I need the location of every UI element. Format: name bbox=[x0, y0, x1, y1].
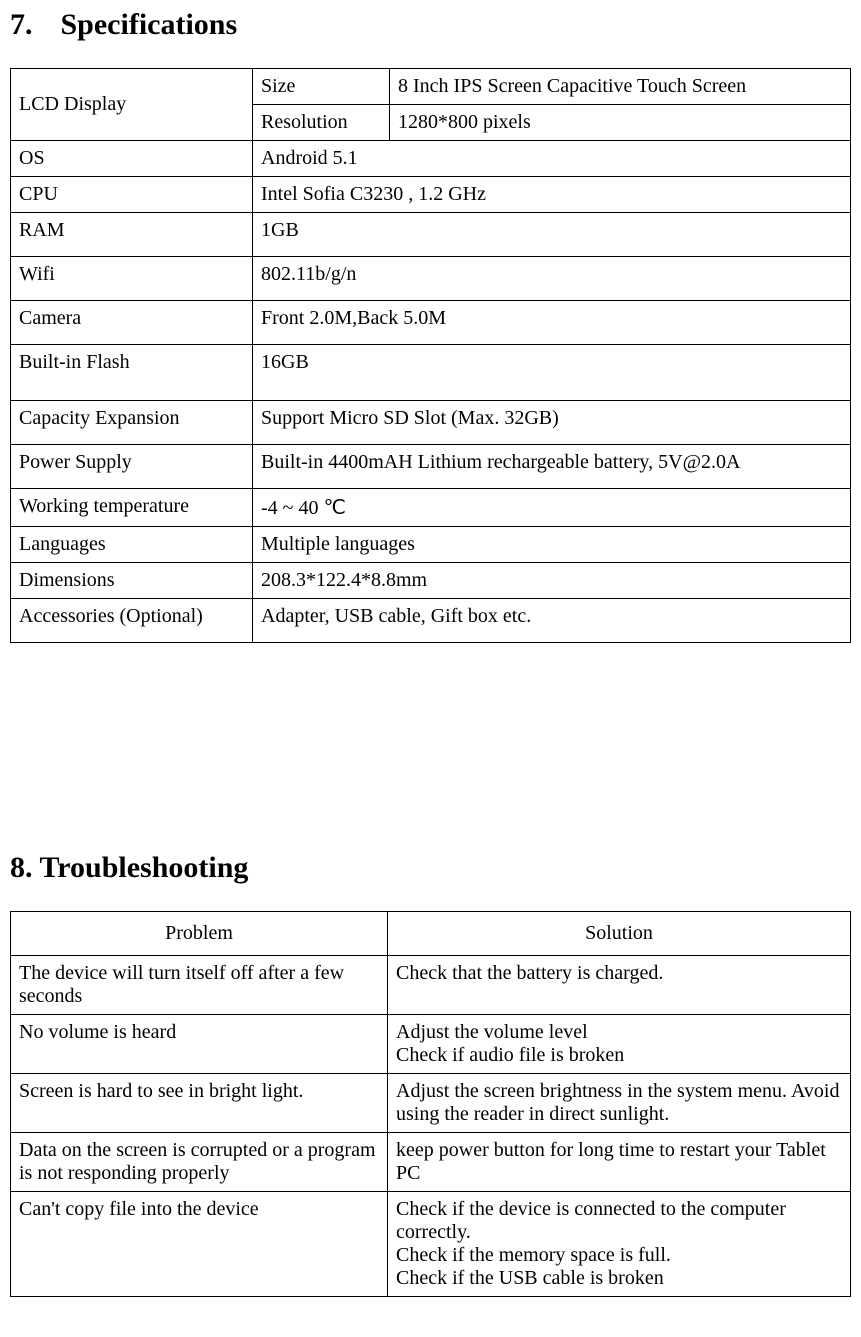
table-row: OS Android 5.1 bbox=[11, 141, 851, 177]
table-row: Camera Front 2.0M,Back 5.0M bbox=[11, 301, 851, 345]
spec-value: Intel Sofia C3230 , 1.2 GHz bbox=[253, 177, 851, 213]
solution-header: Solution bbox=[388, 912, 851, 956]
spec-value: 16GB bbox=[253, 345, 851, 401]
spec-label: CPU bbox=[11, 177, 253, 213]
solution-cell: Check if the device is connected to the … bbox=[388, 1192, 851, 1297]
specifications-heading: 7. Specifications bbox=[10, 8, 851, 42]
table-row: Wifi 802.11b/g/n bbox=[11, 257, 851, 301]
spec-label: OS bbox=[11, 141, 253, 177]
specifications-table: LCD Display Size 8 Inch IPS Screen Capac… bbox=[10, 68, 851, 643]
spec-label: Built-in Flash bbox=[11, 345, 253, 401]
spec-value: Android 5.1 bbox=[253, 141, 851, 177]
table-header-row: Problem Solution bbox=[11, 912, 851, 956]
spec-label: Capacity Expansion bbox=[11, 401, 253, 445]
problem-cell: Screen is hard to see in bright light. bbox=[11, 1074, 388, 1133]
spec-label: Accessories (Optional) bbox=[11, 599, 253, 643]
table-row: Can't copy file into the device Check if… bbox=[11, 1192, 851, 1297]
spec-label: RAM bbox=[11, 213, 253, 257]
spec-value: Support Micro SD Slot (Max. 32GB) bbox=[253, 401, 851, 445]
problem-cell: No volume is heard bbox=[11, 1015, 388, 1074]
spec-value: 208.3*122.4*8.8mm bbox=[253, 563, 851, 599]
spec-heading-text: Specifications bbox=[61, 8, 238, 41]
spec-label: Wifi bbox=[11, 257, 253, 301]
table-row: Data on the screen is corrupted or a pro… bbox=[11, 1133, 851, 1192]
table-row: Accessories (Optional) Adapter, USB cabl… bbox=[11, 599, 851, 643]
table-row: Built-in Flash 16GB bbox=[11, 345, 851, 401]
table-row: Dimensions 208.3*122.4*8.8mm bbox=[11, 563, 851, 599]
table-row: RAM 1GB bbox=[11, 213, 851, 257]
spec-value: -4 ~ 40 ℃ bbox=[253, 489, 851, 527]
table-row: The device will turn itself off after a … bbox=[11, 956, 851, 1015]
spec-value: 802.11b/g/n bbox=[253, 257, 851, 301]
troubleshooting-table: Problem Solution The device will turn it… bbox=[10, 911, 851, 1297]
spec-sublabel: Size bbox=[253, 69, 390, 105]
table-row: CPU Intel Sofia C3230 , 1.2 GHz bbox=[11, 177, 851, 213]
spec-value: Multiple languages bbox=[253, 527, 851, 563]
spec-value: 1GB bbox=[253, 213, 851, 257]
section-spacer bbox=[10, 643, 851, 843]
spec-value: Built-in 4400mAH Lithium rechargeable ba… bbox=[253, 445, 851, 489]
troubleshooting-heading: 8. Troubleshooting bbox=[10, 851, 851, 885]
spec-value: 8 Inch IPS Screen Capacitive Touch Scree… bbox=[390, 69, 851, 105]
page-root: 7. Specifications LCD Display Size 8 Inch… bbox=[0, 8, 861, 1337]
spec-label: Camera bbox=[11, 301, 253, 345]
spec-sublabel: Resolution bbox=[253, 105, 390, 141]
table-row: No volume is heard Adjust the volume lev… bbox=[11, 1015, 851, 1074]
solution-cell: Adjust the volume level Check if audio f… bbox=[388, 1015, 851, 1074]
spec-value: Front 2.0M,Back 5.0M bbox=[253, 301, 851, 345]
table-row: Capacity Expansion Support Micro SD Slot… bbox=[11, 401, 851, 445]
solution-cell: keep power button for long time to resta… bbox=[388, 1133, 851, 1192]
spec-value: 1280*800 pixels bbox=[390, 105, 851, 141]
problem-cell: The device will turn itself off after a … bbox=[11, 956, 388, 1015]
spec-label: LCD Display bbox=[11, 69, 253, 141]
table-row: Languages Multiple languages bbox=[11, 527, 851, 563]
spec-heading-number: 7. bbox=[10, 8, 33, 42]
problem-cell: Data on the screen is corrupted or a pro… bbox=[11, 1133, 388, 1192]
spec-value: Adapter, USB cable, Gift box etc. bbox=[253, 599, 851, 643]
spec-label: Working temperature bbox=[11, 489, 253, 527]
spec-label: Power Supply bbox=[11, 445, 253, 489]
spec-label: Languages bbox=[11, 527, 253, 563]
table-row: Working temperature -4 ~ 40 ℃ bbox=[11, 489, 851, 527]
table-row: Screen is hard to see in bright light. A… bbox=[11, 1074, 851, 1133]
table-row: Power Supply Built-in 4400mAH Lithium re… bbox=[11, 445, 851, 489]
solution-cell: Check that the battery is charged. bbox=[388, 956, 851, 1015]
problem-header: Problem bbox=[11, 912, 388, 956]
problem-cell: Can't copy file into the device bbox=[11, 1192, 388, 1297]
spec-label: Dimensions bbox=[11, 563, 253, 599]
table-row: LCD Display Size 8 Inch IPS Screen Capac… bbox=[11, 69, 851, 105]
solution-cell: Adjust the screen brightness in the syst… bbox=[388, 1074, 851, 1133]
